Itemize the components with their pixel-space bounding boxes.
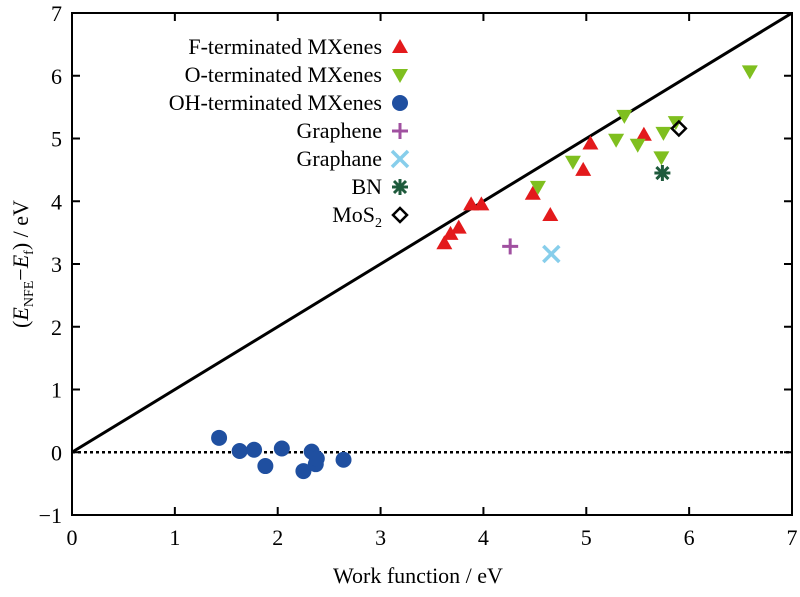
reference-lines bbox=[72, 13, 792, 454]
data-point-triangle-up bbox=[442, 225, 459, 240]
data-point-triangle-up bbox=[524, 185, 541, 200]
x-tick-label: 0 bbox=[67, 525, 78, 550]
data-point-triangle-down bbox=[564, 155, 581, 170]
data-point-triangle-up bbox=[436, 235, 453, 250]
y-tick-label: 5 bbox=[51, 127, 62, 152]
diagonal-line bbox=[72, 13, 792, 454]
x-tick-label: 3 bbox=[375, 525, 386, 550]
data-point-x bbox=[542, 244, 561, 264]
y-tick-label: 4 bbox=[51, 189, 62, 214]
data-point-diamond bbox=[670, 119, 688, 138]
y-tick-label: 2 bbox=[51, 315, 62, 340]
data-point-triangle-down bbox=[629, 138, 646, 153]
y-tick-label: −1 bbox=[39, 503, 62, 528]
data-point-triangle-up bbox=[582, 135, 599, 150]
data-point-triangle-up bbox=[575, 161, 592, 176]
y-tick-label: 1 bbox=[51, 378, 62, 403]
data-points bbox=[211, 65, 758, 480]
data-point-triangle-up bbox=[635, 126, 652, 141]
data-point-triangle-down bbox=[616, 109, 633, 124]
data-point-triangle-up bbox=[473, 196, 490, 211]
legend-marker-triangle-up bbox=[392, 39, 408, 53]
x-tick-label: 5 bbox=[581, 525, 592, 550]
data-point-triangle-down bbox=[529, 180, 546, 195]
data-point-circle bbox=[231, 442, 248, 459]
x-tick-label: 6 bbox=[684, 525, 695, 550]
legend-marker-asterisk bbox=[392, 179, 408, 195]
data-point-triangle-up bbox=[542, 207, 559, 222]
legend-label: BN bbox=[351, 174, 382, 199]
legend-marker-x bbox=[390, 149, 410, 169]
data-point-circle bbox=[308, 450, 325, 467]
data-point-plus bbox=[502, 238, 519, 255]
data-point-circle bbox=[211, 429, 228, 446]
y-tick-label: 3 bbox=[51, 252, 62, 277]
x-tick-label: 2 bbox=[272, 525, 283, 550]
data-point-circle bbox=[295, 463, 312, 480]
data-point-circle bbox=[257, 458, 274, 475]
legend: F-terminated MXenes O-terminated MXenes OH… bbox=[169, 34, 410, 231]
x-axis-title: Work function / eV bbox=[333, 563, 503, 588]
data-point-triangle-down bbox=[741, 65, 758, 80]
data-point-triangle-down bbox=[653, 151, 670, 166]
plot-frame bbox=[71, 12, 793, 516]
legend-label: Graphane bbox=[296, 146, 382, 171]
legend-label: O-terminated MXenes bbox=[185, 62, 382, 87]
data-point-circle bbox=[246, 441, 263, 458]
data-point-circle bbox=[273, 440, 290, 457]
legend-label: Graphene bbox=[296, 118, 382, 143]
data-point-asterisk bbox=[654, 165, 671, 182]
x-tick-label: 7 bbox=[787, 525, 798, 550]
data-point-circle bbox=[335, 451, 352, 468]
data-point-triangle-up bbox=[450, 219, 467, 234]
legend-marker-triangle-down bbox=[392, 69, 408, 83]
legend-label: OH-terminated MXenes bbox=[169, 90, 382, 115]
legend-label: F-terminated MXenes bbox=[188, 34, 382, 59]
y-tick-label: 6 bbox=[51, 64, 62, 89]
y-tick-label: 0 bbox=[51, 440, 62, 465]
y-tick-label: 7 bbox=[51, 1, 62, 26]
legend-marker-plus bbox=[392, 123, 408, 139]
data-point-triangle-up bbox=[463, 196, 480, 211]
legend-label: MoS2 bbox=[332, 202, 382, 231]
x-tick-label: 4 bbox=[478, 525, 489, 550]
data-point-triangle-down bbox=[608, 133, 625, 148]
y-axis-title: (ENFE−Ef) / eV bbox=[8, 200, 37, 328]
legend-marker-diamond bbox=[391, 206, 409, 224]
x-tick-label: 1 bbox=[169, 525, 180, 550]
legend-marker-circle bbox=[392, 95, 408, 111]
data-point-triangle-down bbox=[655, 126, 672, 141]
